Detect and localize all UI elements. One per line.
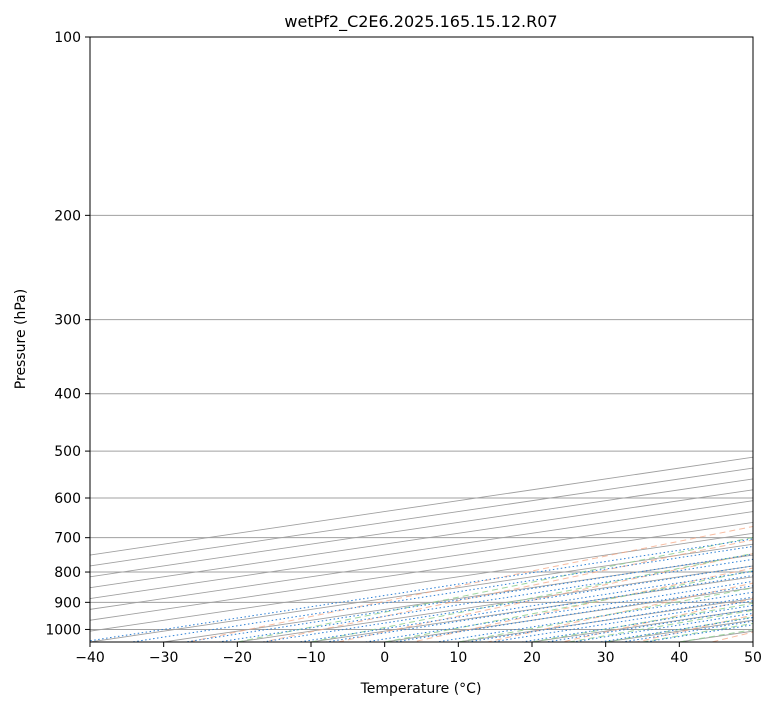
isotherm-line [90, 521, 753, 621]
y-tick-label: 100 [54, 30, 81, 46]
isotherm-line [90, 532, 753, 632]
chart-title: wetPf2_C2E6.2025.165.15.12.R07 [284, 12, 557, 32]
tick-layer: −40 −30 −20 −10 0 10 20 30 40 50 100 200 300 400 500 60… [45, 30, 762, 666]
moist-adiabat-line [384, 570, 753, 642]
y-tick-label: 700 [54, 531, 81, 547]
x-tick-label: 0 [380, 650, 389, 666]
mixing-ratio-line [90, 538, 753, 642]
mixing-ratio-line [467, 596, 753, 642]
plot-area [90, 37, 753, 642]
y-axis-label: Pressure (hPa) [13, 289, 29, 389]
x-tick-label: 10 [449, 650, 467, 666]
x-axis-label: Temperature (°C) [360, 681, 482, 697]
y-tick-label: 200 [54, 208, 81, 224]
isotherm-line [90, 500, 753, 599]
mixing-ratio-line [218, 558, 753, 642]
y-tick-label: 1000 [45, 622, 81, 638]
x-tick-label: 40 [670, 650, 688, 666]
isotherm-line [90, 511, 753, 610]
x-tick-label: 50 [744, 650, 762, 666]
x-tick-label: 30 [597, 650, 615, 666]
isotherm-line [90, 456, 753, 556]
isotherm-line [90, 467, 753, 567]
plot-frame [89, 36, 754, 643]
y-tick-label: 500 [54, 444, 81, 460]
x-tick-label: −10 [296, 650, 326, 666]
isotherm-line [90, 478, 753, 578]
moist-adiabat-line [458, 587, 753, 642]
x-tick-label: −30 [149, 650, 179, 666]
x-tick-label: −20 [223, 650, 253, 666]
x-tick-label: 20 [523, 650, 541, 666]
moist-adiabat-line [237, 536, 753, 642]
isotherm-line [90, 489, 753, 589]
moist-adiabat-line [310, 552, 753, 642]
y-tick-label: 600 [54, 491, 81, 507]
y-tick-label: 800 [54, 565, 81, 581]
y-tick-label: 900 [54, 595, 81, 611]
x-tick-label: −40 [75, 650, 105, 666]
y-tick-label: 400 [54, 387, 81, 403]
y-tick-label: 300 [54, 313, 81, 329]
